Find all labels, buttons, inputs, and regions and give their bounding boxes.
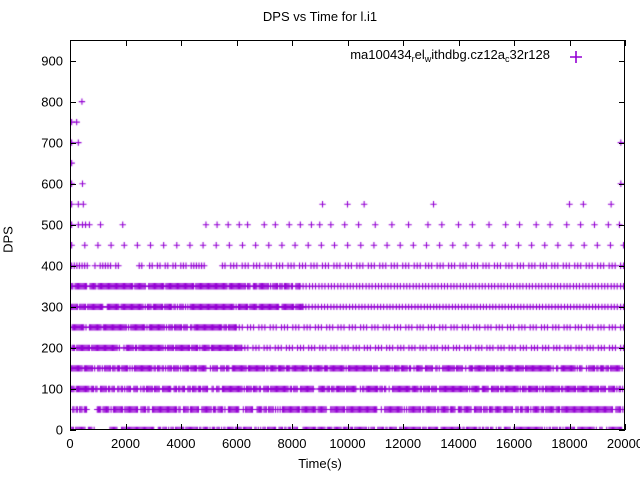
y-axis-tick-mark (70, 142, 76, 144)
y-axis-tick-mark (619, 430, 625, 431)
y-axis-tick-label: 200 (41, 340, 63, 356)
x-axis-tick-label: 2000 (111, 436, 140, 451)
x-axis-tick-mark (236, 40, 238, 46)
y-axis-tick-mark (619, 101, 625, 103)
y-axis-tick-mark (70, 306, 76, 308)
x-axis-tick-mark (125, 424, 127, 430)
y-axis-tick-mark (619, 306, 625, 308)
y-axis-tick-mark (619, 265, 625, 267)
x-axis-tick-label: 4000 (166, 436, 196, 451)
y-axis-tick-mark (619, 60, 625, 62)
y-axis-tick-mark (619, 347, 625, 349)
x-axis-tick-mark (181, 424, 182, 430)
y-axis-tick-mark (619, 224, 625, 226)
y-axis-tick-mark (70, 430, 76, 431)
x-axis-tick-mark (403, 424, 404, 430)
y-axis-tick-label: 800 (41, 94, 63, 110)
x-axis-tick-mark (236, 424, 238, 430)
x-axis-tick-label: 6000 (222, 436, 251, 451)
x-axis-tick-mark (569, 424, 571, 430)
y-axis-title: DPS (0, 226, 16, 253)
y-axis-tick-label: 100 (41, 381, 63, 397)
x-axis-tick-label: 20000 (606, 436, 640, 451)
x-axis-title: Time(s) (298, 456, 342, 471)
y-axis-tick-label: 400 (41, 258, 63, 274)
x-axis-tick-mark (181, 40, 182, 46)
x-axis-tick-mark (514, 424, 515, 430)
y-axis-tick-mark (70, 347, 76, 349)
y-axis-tick-labels: 0 100 200 300 400 500 600 700 800 900 (0, 0, 63, 480)
x-axis-tick-label: 18000 (551, 436, 588, 451)
y-axis-tick-mark (70, 388, 76, 390)
x-axis-tick-mark (125, 40, 127, 46)
y-axis-tick-label: 600 (41, 176, 63, 192)
y-axis-tick-mark (619, 388, 625, 390)
x-axis-tick-label: 12000 (384, 436, 422, 451)
y-axis-tick-label: 300 (41, 299, 63, 315)
y-axis-tick-mark (619, 183, 625, 185)
x-axis-tick-mark (458, 40, 460, 46)
x-axis-tick-mark (625, 424, 626, 430)
x-axis-tick-mark (458, 424, 460, 430)
y-axis-tick-mark (619, 142, 625, 144)
x-axis-tick-label: 16000 (495, 436, 533, 451)
x-axis-tick-mark (347, 424, 349, 430)
y-axis-tick-mark (70, 224, 76, 226)
x-axis-tick-mark (347, 40, 349, 46)
y-axis-tick-label: 0 (55, 422, 63, 438)
y-axis-tick-label: 900 (41, 53, 63, 69)
x-axis-tick-label: 8000 (277, 436, 307, 451)
x-axis-tick-mark (569, 40, 571, 46)
y-axis-tick-mark (70, 60, 76, 62)
x-axis-tick-mark (514, 40, 515, 46)
x-axis-tick-label: 14000 (440, 436, 477, 451)
y-axis-tick-label: 500 (41, 217, 63, 233)
x-axis-tick-mark (292, 40, 293, 46)
y-axis-tick-mark (70, 183, 76, 185)
x-axis-tick-mark (70, 40, 71, 46)
plot-area (70, 40, 625, 430)
data-points-layer (71, 41, 624, 429)
chart-title: DPS vs Time for l.i1 (262, 9, 378, 24)
x-axis-tick-mark (625, 40, 626, 46)
y-axis-tick-mark (70, 265, 76, 267)
y-axis-tick-label: 700 (41, 135, 63, 151)
x-axis-tick-mark (292, 424, 293, 430)
x-axis-tick-label: 10000 (329, 436, 366, 451)
x-axis-tick-mark (403, 40, 404, 46)
y-axis-tick-mark (70, 101, 76, 103)
x-axis-tick-label: 0 (66, 436, 74, 451)
x-axis-tick-mark (70, 424, 71, 430)
